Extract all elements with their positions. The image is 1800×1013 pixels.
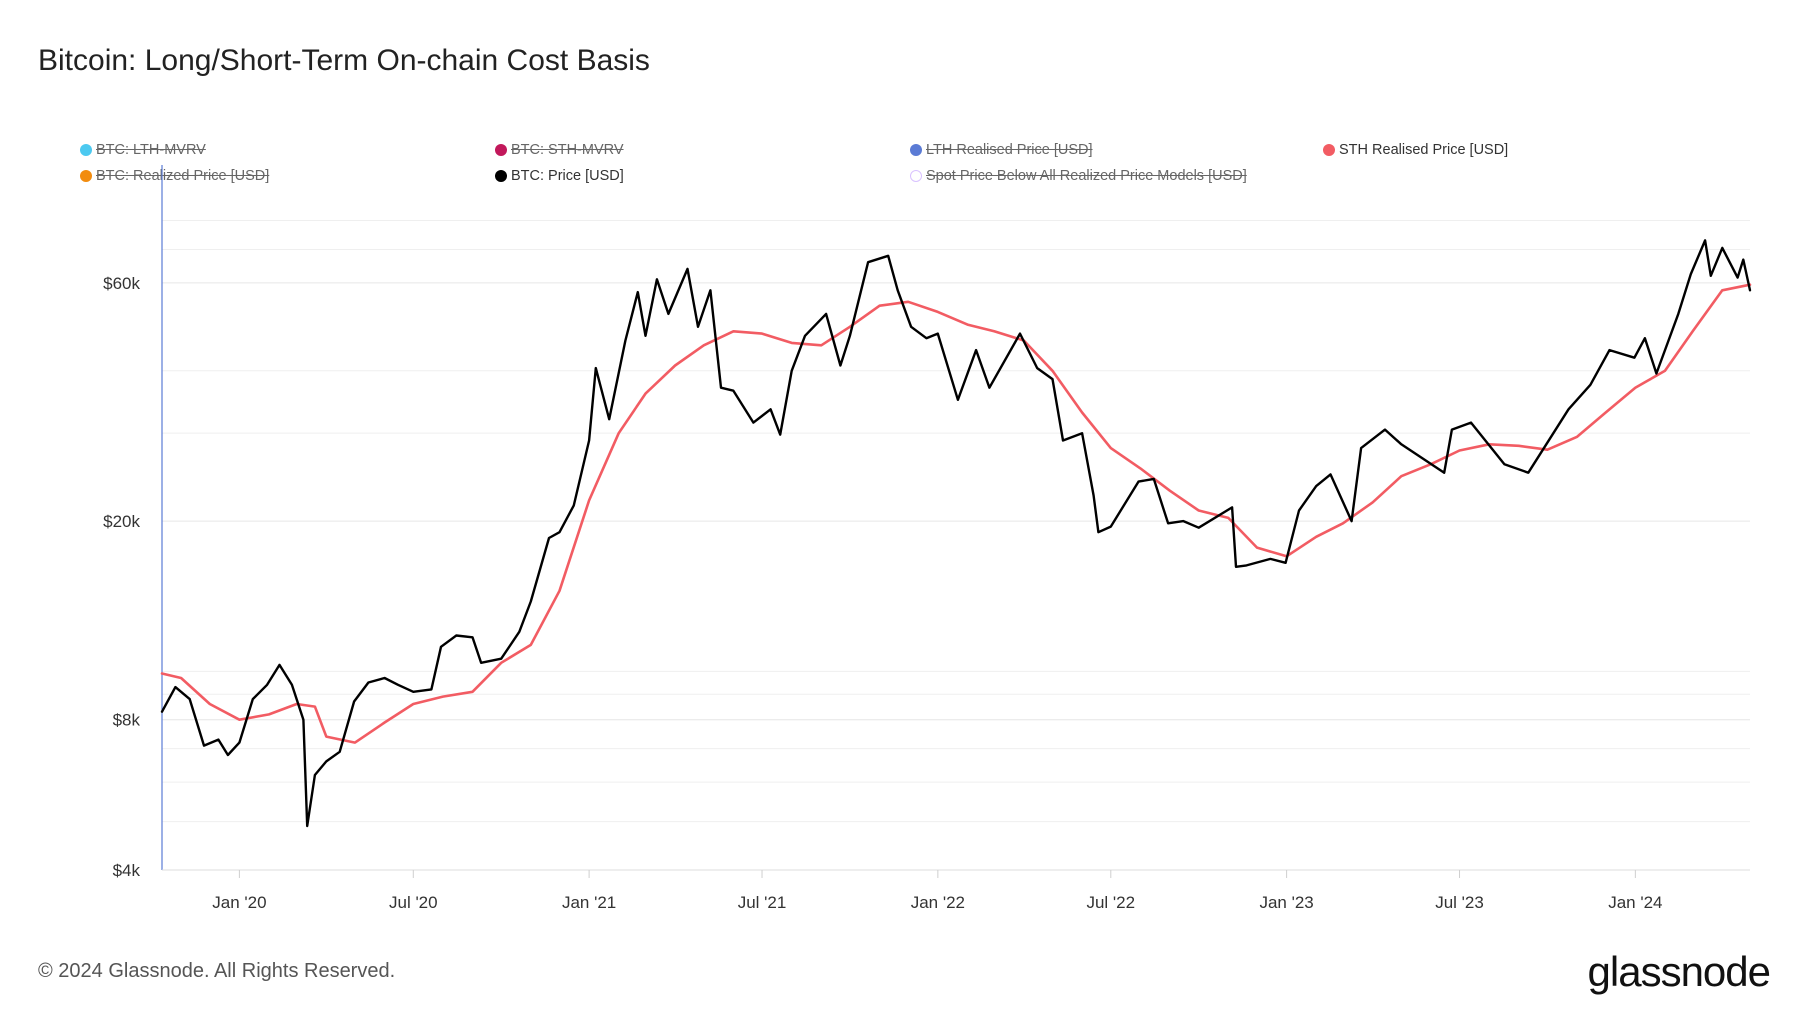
chart-plot: $4k $8k $20k $60k Jan '20 Jul '20 Jan '21 Jul '… [103, 165, 1752, 912]
legend-label: BTC: Price [USD] [511, 168, 624, 184]
legend-label: BTC: Realized Price [USD] [96, 168, 270, 184]
glassnode-logo: glassnode [1587, 948, 1771, 995]
x-tick-label: Jul '22 [1086, 893, 1135, 912]
legend-item-1[interactable]: BTC: LTH-MVRV [80, 142, 206, 158]
x-tick-label: Jan '23 [1259, 893, 1313, 912]
series-btc-price [160, 239, 1752, 828]
x-tick-label: Jul '23 [1435, 893, 1484, 912]
legend-label: STH Realised Price [USD] [1339, 142, 1509, 158]
y-tick-label: $4k [113, 861, 141, 880]
x-tick-label: Jan '20 [212, 893, 266, 912]
series-sth-realised-price [160, 283, 1752, 744]
legend-item-5[interactable]: BTC: Realized Price [USD] [80, 168, 269, 184]
legend-label: Spot Price Below All Realized Price Mode… [926, 168, 1247, 184]
legend-marker-icon [910, 170, 922, 182]
legend-item-4[interactable]: STH Realised Price [USD] [1323, 142, 1508, 158]
legend-item-7[interactable]: Spot Price Below All Realized Price Mode… [910, 168, 1247, 184]
x-tick-label: Jan '22 [911, 893, 965, 912]
legend-label: BTC: LTH-MVRV [96, 142, 206, 158]
y-tick-label: $8k [113, 711, 141, 730]
legend-marker-icon [80, 144, 92, 156]
legend-label: BTC: STH-MVRV [511, 142, 624, 158]
x-tick-label: Jul '21 [738, 893, 787, 912]
x-tick-label: Jan '21 [562, 893, 616, 912]
copyright-footer: © 2024 Glassnode. All Rights Reserved. [38, 960, 396, 982]
legend-item-6[interactable]: BTC: Price [USD] [495, 168, 624, 184]
y-tick-label: $60k [103, 274, 140, 293]
legend-item-2[interactable]: BTC: STH-MVRV [495, 142, 624, 158]
legend-marker-icon [1323, 144, 1335, 156]
x-tick-label: Jul '20 [389, 893, 438, 912]
y-tick-label: $20k [103, 512, 140, 531]
legend-item-3[interactable]: LTH Realised Price [USD] [910, 142, 1093, 158]
chart-title: Bitcoin: Long/Short-Term On-chain Cost B… [38, 44, 650, 77]
legend-marker-icon [80, 170, 92, 182]
legend-marker-icon [495, 144, 507, 156]
x-tick-label: Jan '24 [1608, 893, 1662, 912]
legend-marker-icon [495, 170, 507, 182]
legend-marker-icon [910, 144, 922, 156]
legend-label: LTH Realised Price [USD] [926, 142, 1093, 158]
